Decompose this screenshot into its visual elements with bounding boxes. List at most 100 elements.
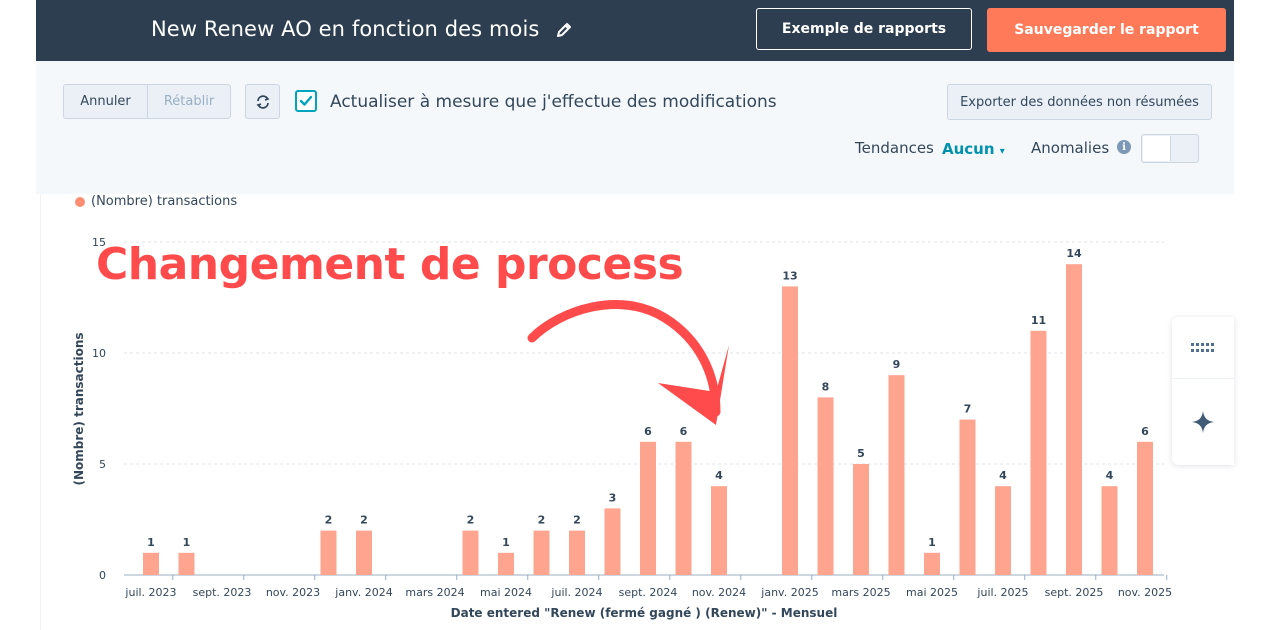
refresh-icon	[256, 94, 269, 109]
data-label: 4	[1106, 469, 1114, 482]
data-label: 8	[822, 380, 830, 393]
report-title: New Renew AO en fonction des mois	[151, 17, 540, 41]
info-icon[interactable]: i	[1117, 140, 1131, 154]
annotation-arrow-shaft	[527, 300, 721, 417]
bar	[498, 552, 514, 575]
y-tick-label: 15	[92, 236, 106, 249]
x-tick-label: nov. 2023	[266, 586, 320, 599]
side-panel	[1172, 317, 1234, 465]
legend-dot	[75, 197, 85, 207]
anomalies-label: Anomalies	[1031, 139, 1110, 157]
data-label: 1	[502, 536, 510, 549]
bar	[533, 530, 550, 575]
export-button[interactable]: Exporter des données non résumées	[947, 84, 1212, 120]
x-tick-label: juil. 2024	[550, 586, 602, 599]
x-tick-label: mars 2025	[831, 586, 890, 599]
data-label: 5	[857, 447, 865, 460]
data-label: 13	[782, 269, 797, 282]
checkmark-icon	[299, 95, 313, 106]
bar	[640, 441, 656, 575]
data-label: 6	[680, 425, 688, 438]
data-label: 1	[183, 536, 191, 549]
x-axis-title: Date entered "Renew (fermé gagné ) (Rene…	[451, 606, 838, 620]
anomalies-toggle[interactable]	[1141, 134, 1199, 163]
bar	[995, 486, 1011, 575]
bar	[1101, 486, 1118, 575]
pencil-icon[interactable]	[555, 21, 573, 39]
sparkle-icon[interactable]	[1191, 410, 1215, 434]
data-label: 1	[928, 536, 936, 549]
panel-edge	[40, 194, 41, 630]
x-tick-label: mai 2024	[480, 586, 532, 599]
x-tick-label: juil. 2025	[976, 586, 1028, 599]
data-label: 2	[467, 514, 475, 527]
save-report-button[interactable]: Sauvegarder le rapport	[987, 8, 1226, 52]
toolbar: Annuler Rétablir Actualiser à mesure que…	[36, 61, 1234, 194]
trends-dropdown[interactable]: Aucun ▾	[942, 140, 1005, 158]
bar	[1137, 441, 1153, 575]
data-label: 6	[1141, 425, 1149, 438]
examples-button[interactable]: Exemple de rapports	[756, 8, 972, 50]
x-tick-label: nov. 2025	[1118, 586, 1172, 599]
side-divider	[1172, 378, 1234, 379]
data-label: 2	[573, 514, 581, 527]
undo-button[interactable]: Annuler	[64, 85, 148, 118]
bar	[1030, 330, 1047, 575]
x-tick-label: mai 2025	[906, 586, 958, 599]
redo-button[interactable]: Rétablir	[163, 94, 215, 109]
bar	[356, 530, 372, 575]
bar	[320, 530, 337, 575]
x-tick-label: juil. 2023	[124, 586, 176, 599]
toggle-knob	[1143, 136, 1171, 161]
annotation-text: Changement de process	[96, 239, 684, 290]
bar	[817, 397, 834, 575]
bar	[604, 508, 621, 575]
bar	[888, 375, 905, 575]
x-tick-label: nov. 2024	[692, 586, 746, 599]
bar	[853, 464, 869, 575]
bar	[569, 530, 585, 575]
x-tick-label: janv. 2024	[334, 586, 392, 599]
x-tick-label: janv. 2025	[760, 586, 818, 599]
y-tick-label: 5	[99, 458, 106, 471]
bar	[782, 286, 798, 575]
bar	[143, 552, 159, 575]
y-axis-title: (Nombre) transactions	[72, 332, 86, 485]
y-tick-label: 0	[99, 569, 106, 582]
header-bar: New Renew AO en fonction des mois Exempl…	[36, 0, 1234, 61]
bar	[462, 530, 479, 575]
data-label: 4	[999, 469, 1007, 482]
x-tick-label: mars 2024	[405, 586, 464, 599]
data-label: 4	[715, 469, 723, 482]
data-label: 6	[644, 425, 652, 438]
bar	[959, 419, 976, 575]
data-label: 2	[538, 514, 546, 527]
auto-update-checkbox[interactable]	[295, 90, 317, 112]
undo-redo-group: Annuler Rétablir	[63, 84, 231, 119]
data-label: 2	[325, 514, 333, 527]
caret-down-icon: ▾	[999, 146, 1005, 157]
data-label: 14	[1066, 247, 1082, 260]
annotation-arrow-head	[658, 345, 729, 425]
data-label: 3	[609, 491, 617, 504]
bar	[1066, 264, 1082, 575]
legend-label: (Nombre) transactions	[91, 194, 238, 209]
data-label: 7	[964, 403, 972, 416]
bar	[675, 441, 692, 575]
y-tick-label: 10	[92, 347, 106, 360]
x-tick-label: sept. 2023	[193, 586, 252, 599]
refresh-button[interactable]	[245, 84, 280, 119]
auto-update-label: Actualiser à mesure que j'effectue des m…	[330, 92, 777, 112]
data-label: 9	[893, 358, 901, 371]
grid-icon[interactable]	[1190, 342, 1216, 354]
trends-label: Tendances	[855, 139, 934, 157]
bar	[711, 486, 727, 575]
x-tick-label: sept. 2025	[1045, 586, 1104, 599]
x-tick-label: sept. 2024	[619, 586, 678, 599]
data-label: 11	[1031, 314, 1046, 327]
data-label: 2	[360, 514, 368, 527]
trends-value: Aucun	[942, 140, 995, 158]
bar	[178, 552, 195, 575]
bar	[924, 552, 940, 575]
